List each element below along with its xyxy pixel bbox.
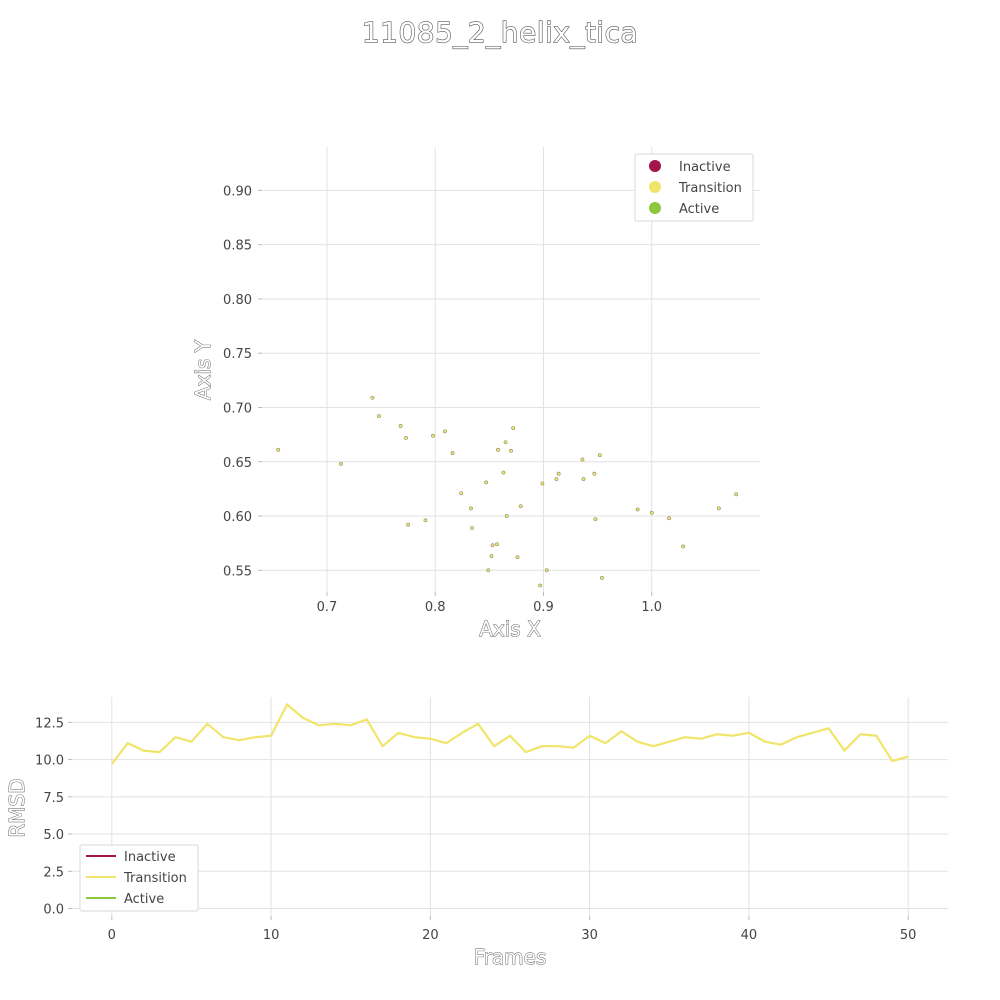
- scatter-x-tick-label: 1.0: [641, 600, 662, 615]
- scatter-grid: [262, 147, 760, 592]
- rmsd-legend-box: [79, 844, 199, 912]
- scatter-point-transition: [649, 510, 654, 515]
- rmsd-legend-label-active: Active: [124, 892, 164, 907]
- scatter-plot: 0.7 0.8 0.9 1.0 0.55 0.60 0.65 0.70 0.75 0.80 0.8…: [191, 147, 760, 641]
- scatter-point-transition: [635, 507, 640, 512]
- scatter-y-ticks: 0.55 0.60 0.65 0.70 0.75 0.80 0.85 0.90: [223, 184, 262, 579]
- scatter-y-tick-label: 0.90: [223, 184, 252, 199]
- rmsd-x-tick-label: 30: [581, 928, 598, 943]
- scatter-point-transition: [580, 457, 585, 462]
- scatter-point-transition: [515, 555, 520, 560]
- scatter-y-tick-label: 0.60: [223, 510, 252, 525]
- scatter-point-transition: [469, 506, 473, 511]
- scatter-y-tick-label: 0.65: [223, 456, 252, 471]
- scatter-point-transition: [377, 414, 381, 419]
- scatter-point-transition: [597, 453, 602, 458]
- scatter-point-transition: [581, 477, 586, 482]
- rmsd-y-axis-label: RMSD: [5, 778, 29, 837]
- scatter-legend-marker-inactive: [649, 160, 661, 172]
- scatter-legend-label-inactive: Inactive: [679, 160, 731, 175]
- scatter-x-ticks: 0.7 0.8 0.9 1.0: [317, 592, 662, 615]
- scatter-point-transition: [398, 424, 403, 428]
- scatter-point-transition: [406, 522, 411, 527]
- rmsd-y-tick-label: 7.5: [43, 791, 64, 806]
- rmsd-y-tick-label: 10.0: [35, 754, 64, 769]
- rmsd-y-tick-label: 2.5: [43, 865, 64, 880]
- scatter-point-transition: [423, 518, 428, 523]
- scatter-point-transition: [489, 554, 494, 559]
- scatter-legend-label-transition: Transition: [678, 181, 742, 196]
- rmsd-x-tick-label: 0: [108, 928, 116, 943]
- scatter-x-tick-label: 0.9: [533, 600, 554, 615]
- rmsd-lines: [110, 703, 909, 765]
- scatter-point-transition: [276, 447, 281, 452]
- scatter-points: [276, 395, 739, 588]
- rmsd-x-tick-label: 40: [741, 928, 758, 943]
- scatter-point-transition: [681, 544, 686, 549]
- scatter-point-transition: [496, 447, 500, 452]
- rmsd-x-ticks: 0 10 20 30 40 50: [108, 916, 917, 943]
- scatter-y-tick-label: 0.75: [223, 347, 252, 362]
- scatter-point-transition: [716, 506, 721, 511]
- scatter-y-tick-label: 0.85: [223, 239, 252, 254]
- figure-title: 11085_2_helix_tica: [362, 16, 638, 49]
- scatter-point-transition: [540, 481, 545, 486]
- scatter-x-axis-label: Axis X: [479, 617, 541, 641]
- rmsd-x-tick-label: 20: [422, 928, 439, 943]
- scatter-y-tick-label: 0.80: [223, 293, 252, 308]
- scatter-point-transition: [511, 426, 516, 431]
- rmsd-legend-label-transition: Transition: [123, 871, 187, 886]
- scatter-legend-marker-active: [649, 202, 661, 214]
- scatter-legend-label-active: Active: [679, 202, 719, 217]
- scatter-legend: Inactive Transition Active: [634, 153, 754, 222]
- scatter-point-transition: [501, 470, 506, 475]
- rmsd-x-axis-label: Frames: [474, 945, 547, 969]
- scatter-y-tick-label: 0.55: [223, 564, 252, 579]
- rmsd-x-tick-label: 50: [900, 928, 917, 943]
- scatter-point-transition: [450, 451, 455, 455]
- scatter-point-transition: [495, 542, 499, 547]
- scatter-point-transition: [538, 583, 543, 588]
- scatter-point-transition: [556, 471, 561, 476]
- scatter-point-transition: [459, 491, 464, 496]
- scatter-point-transition: [370, 395, 375, 400]
- scatter-x-tick-label: 0.7: [317, 600, 338, 615]
- scatter-point-transition: [504, 514, 509, 518]
- rmsd-legend: Inactive Transition Active: [79, 844, 199, 912]
- scatter-point-transition: [509, 449, 513, 453]
- rmsd-y-ticks: 0.0 2.5 5.0 7.5 10.0 12.5: [35, 716, 72, 918]
- scatter-point-transition: [544, 568, 549, 573]
- rmsd-series-line-transition: [110, 703, 909, 765]
- rmsd-y-tick-label: 12.5: [35, 716, 64, 731]
- rmsd-grid: [72, 697, 948, 916]
- rmsd-x-tick-label: 10: [263, 928, 280, 943]
- scatter-point-transition: [592, 471, 597, 476]
- scatter-point-transition: [490, 543, 495, 548]
- rmsd-y-tick-label: 5.0: [43, 828, 64, 843]
- scatter-point-transition: [404, 435, 408, 440]
- scatter-point-transition: [593, 517, 598, 522]
- scatter-x-tick-label: 0.8: [425, 600, 446, 615]
- scatter-point-transition: [600, 575, 604, 580]
- rmsd-y-tick-label: 0.0: [43, 903, 64, 918]
- rmsd-line-plot: 0 10 20 30 40 50 0.02.55.07.510.012.5 Frames …: [5, 697, 948, 969]
- scatter-point-transition: [486, 568, 491, 573]
- scatter-point-transition: [734, 492, 739, 497]
- scatter-legend-box: [634, 153, 754, 222]
- scatter-point-transition: [554, 477, 559, 482]
- scatter-legend-marker-transition: [649, 181, 661, 193]
- scatter-point-transition: [443, 429, 447, 434]
- scatter-y-tick-label: 0.70: [223, 401, 252, 416]
- scatter-y-axis-label: Axis Y: [191, 339, 215, 400]
- scatter-point-transition: [518, 504, 523, 509]
- scatter-point-transition: [503, 440, 508, 445]
- scatter-point-transition: [339, 462, 343, 466]
- scatter-point-transition: [484, 480, 489, 485]
- rmsd-legend-label-inactive: Inactive: [124, 850, 176, 865]
- scatter-point-transition: [667, 516, 671, 521]
- scatter-point-transition: [431, 433, 435, 438]
- scatter-point-transition: [470, 526, 474, 530]
